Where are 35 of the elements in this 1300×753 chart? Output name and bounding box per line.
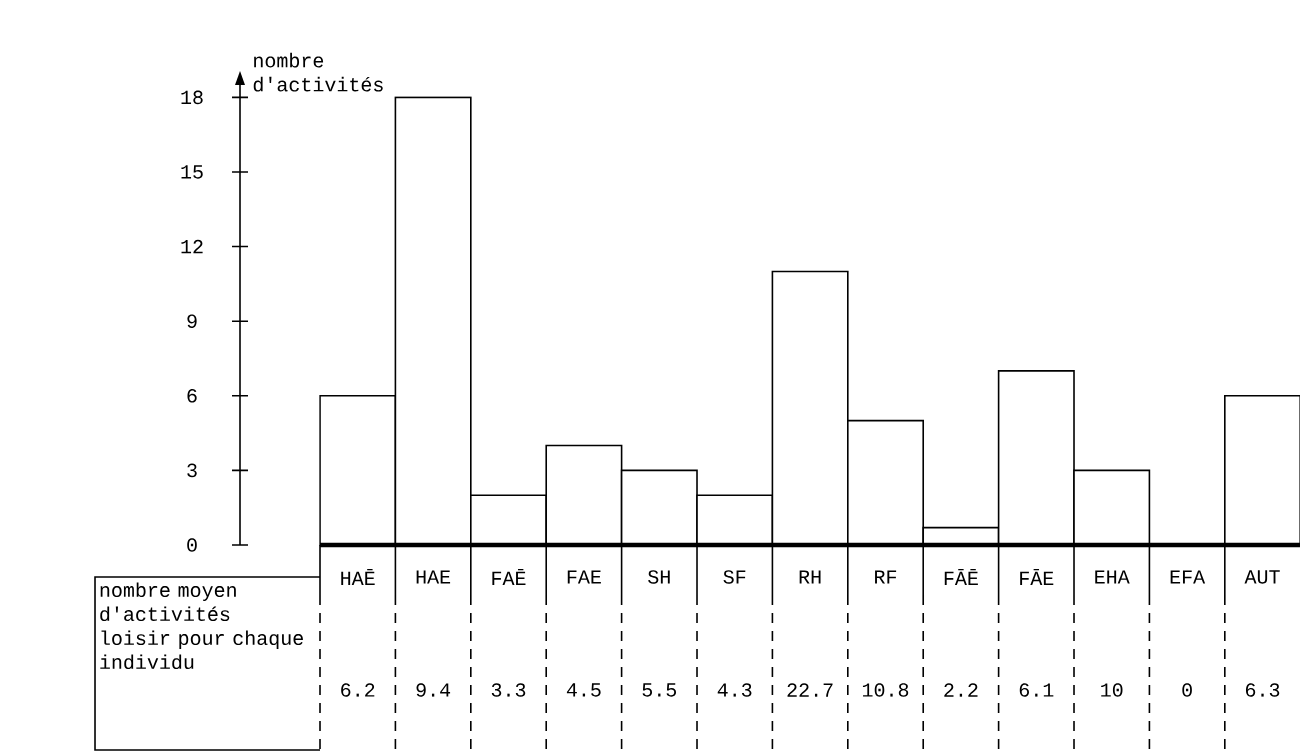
text: 6.2 <box>341 683 375 697</box>
text: 10 <box>1101 683 1123 697</box>
x-tick-label: RH <box>799 570 821 584</box>
x-tick-label: SF <box>723 570 746 584</box>
x-tick-label: FĀE <box>1020 569 1054 585</box>
x-tick-label: HAĒ <box>341 569 375 585</box>
text: 4.5 <box>566 683 601 697</box>
y-tick-label: 3 <box>187 463 197 478</box>
x-tick-label: EHA <box>1095 570 1130 584</box>
x-tick-label: FĀĒ <box>944 569 978 585</box>
x-tick-label: RF <box>875 570 897 584</box>
text: 4.3 <box>717 683 752 697</box>
x-tick-label: EFA <box>1170 570 1206 584</box>
y-tick-label: 15 <box>181 165 203 179</box>
x-tick-label: FAĒ <box>492 569 526 585</box>
y-tick-label: 6 <box>187 388 197 403</box>
text: 22.7 <box>787 683 833 697</box>
text: 3.3 <box>491 683 526 697</box>
y-tick-label: 0 <box>187 538 197 552</box>
y-tick-label: 9 <box>187 314 197 328</box>
text: 2.2 <box>944 683 978 697</box>
x-tick-label: HAE <box>416 570 451 584</box>
x-tick-label: FAE <box>567 570 601 584</box>
y-axis-title: nombre d'activités <box>253 52 383 92</box>
text: 10.8 <box>862 683 909 697</box>
y-tick-label: 18 <box>181 90 203 105</box>
text: 6.3 <box>1245 683 1280 697</box>
text: 0 <box>1182 683 1192 697</box>
text: 5.5 <box>642 683 677 697</box>
text: 9.4 <box>416 683 451 697</box>
text: 6.1 <box>1019 683 1054 697</box>
x-tick-label: AUT <box>1244 570 1280 584</box>
text: nombre moyen d'activités loisir pour chaque individu <box>100 582 303 670</box>
y-tick-label: 12 <box>181 239 203 254</box>
x-tick-label: SH <box>648 570 670 584</box>
